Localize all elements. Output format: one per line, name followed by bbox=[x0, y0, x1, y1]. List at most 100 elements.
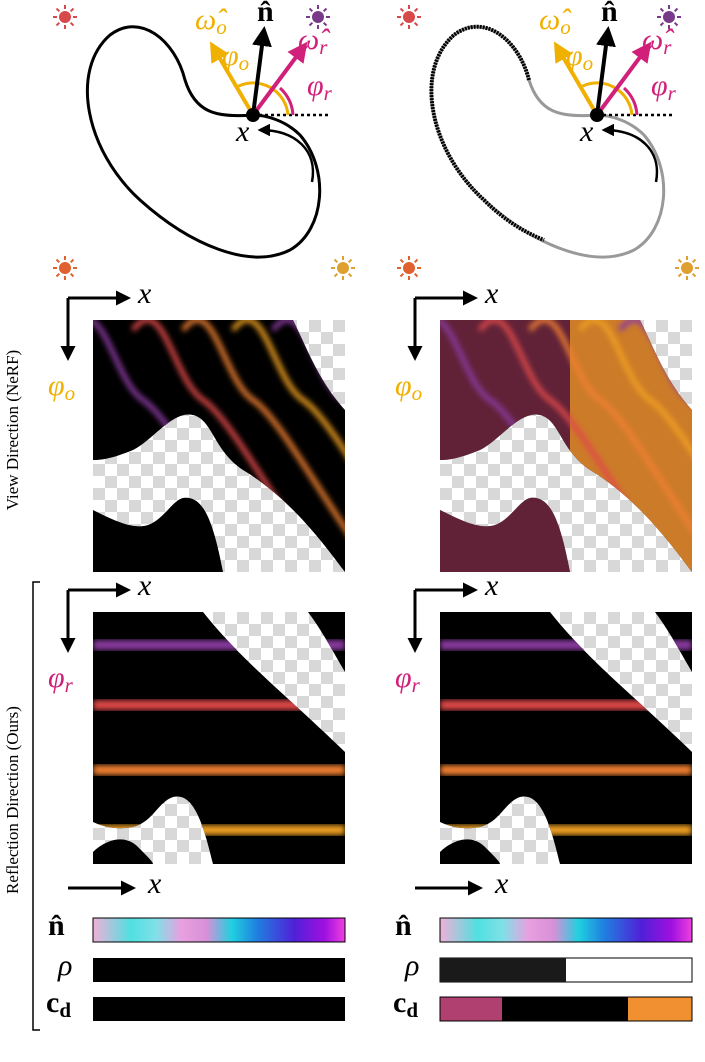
light-ray bbox=[55, 7, 61, 13]
diffuse-segment bbox=[628, 997, 692, 1021]
light-source bbox=[397, 5, 421, 29]
light-ray bbox=[659, 7, 665, 13]
light-ray bbox=[308, 21, 314, 27]
radiance-panel bbox=[440, 320, 692, 572]
omega-o-arrow bbox=[553, 41, 599, 117]
diffuse-segment bbox=[440, 997, 502, 1021]
light-core bbox=[337, 262, 349, 274]
light-ray bbox=[413, 258, 419, 264]
phi-r-arc bbox=[622, 86, 639, 116]
omega-r-arrow bbox=[251, 41, 308, 117]
param-arrow bbox=[257, 123, 315, 183]
roughness-strip bbox=[93, 958, 345, 982]
x-axis-label: x bbox=[484, 569, 499, 602]
light-ray bbox=[691, 258, 697, 264]
specular-streak bbox=[578, 320, 692, 572]
omega-o-label-sub: o bbox=[560, 15, 571, 39]
row-bracket bbox=[32, 581, 40, 1031]
phi-r-label-sub: r bbox=[668, 81, 677, 105]
specular-streak bbox=[93, 640, 345, 650]
y-axis-label-symbol: φ bbox=[395, 369, 412, 402]
surface-curve bbox=[85, 25, 322, 259]
light-ray bbox=[347, 272, 353, 278]
light-core bbox=[681, 262, 693, 274]
specular-streak bbox=[440, 825, 692, 835]
light-ray bbox=[55, 21, 61, 27]
specular-streak bbox=[181, 320, 345, 572]
light-ray bbox=[69, 258, 75, 264]
omega-o-arrow bbox=[209, 41, 255, 117]
param-arrow bbox=[601, 123, 659, 183]
light-core bbox=[403, 262, 415, 274]
phi-o-label: φo bbox=[222, 39, 249, 75]
x-axis-label: x bbox=[484, 277, 499, 310]
row-label: Reflection Direction (Ours) bbox=[3, 706, 22, 894]
light-ray bbox=[399, 258, 405, 264]
y-axis-label-sub: o bbox=[412, 381, 423, 405]
omega-r-label-sub: r bbox=[663, 35, 672, 59]
phi-o-arc bbox=[578, 81, 634, 116]
normal-label: n̂ bbox=[48, 909, 65, 942]
surface-curve-dark bbox=[429, 24, 545, 242]
omega-o-label-sub: o bbox=[216, 15, 227, 39]
normal-label: n̂ bbox=[257, 0, 274, 28]
roughness-dark bbox=[440, 958, 566, 982]
y-axis-label: φr bbox=[48, 661, 74, 697]
streaks bbox=[93, 640, 345, 835]
phi-r-label-symbol: φ bbox=[307, 69, 324, 102]
light-ray bbox=[677, 258, 683, 264]
diffuse-label: cd bbox=[46, 986, 71, 1022]
surface-point bbox=[246, 108, 260, 122]
surface-region bbox=[93, 612, 345, 864]
specular-streak bbox=[528, 320, 692, 572]
light-ray bbox=[322, 7, 328, 13]
specular-streak bbox=[440, 765, 692, 775]
diffuse-label-symbol: c bbox=[393, 986, 406, 1019]
phi-r-label: φr bbox=[651, 69, 677, 105]
light-ray bbox=[673, 21, 679, 27]
row-label: View Direction (NeRF) bbox=[3, 350, 22, 510]
phi-o-label-symbol: φ bbox=[566, 39, 583, 72]
y-axis-label-symbol: φ bbox=[48, 661, 65, 694]
normal-strip bbox=[92, 917, 346, 943]
y-axis-label: φr bbox=[395, 661, 421, 697]
phi-r-label-symbol: φ bbox=[651, 69, 668, 102]
light-ray bbox=[413, 7, 419, 13]
y-axis-label-sub: o bbox=[65, 381, 76, 405]
light-source bbox=[675, 256, 699, 280]
omega-r-arrow bbox=[595, 41, 652, 117]
light-ray bbox=[55, 272, 61, 278]
phi-r-label: φr bbox=[307, 69, 333, 105]
surface-point bbox=[590, 108, 604, 122]
light-source bbox=[331, 256, 355, 280]
light-core bbox=[59, 11, 71, 23]
normal-label: n̂ bbox=[601, 0, 618, 28]
x-axis-label: x bbox=[137, 277, 152, 310]
diffuse-label: cd bbox=[393, 986, 418, 1022]
streaks bbox=[440, 640, 692, 835]
light-ray bbox=[413, 272, 419, 278]
diffuse-label-symbol: c bbox=[46, 986, 59, 1019]
phi-o-label-symbol: φ bbox=[222, 39, 239, 72]
light-core bbox=[663, 11, 675, 23]
light-ray bbox=[677, 272, 683, 278]
light-core bbox=[403, 11, 415, 23]
specular-streak bbox=[440, 640, 692, 650]
specular-streak bbox=[93, 825, 345, 835]
diffuse-label-sub: d bbox=[59, 998, 71, 1022]
light-ray bbox=[69, 272, 75, 278]
light-ray bbox=[69, 21, 75, 27]
radiance-panel bbox=[440, 612, 692, 864]
point-label: x bbox=[235, 115, 250, 148]
omega-o-label: ω̂o bbox=[539, 3, 572, 39]
x-axis-label: x bbox=[494, 867, 509, 900]
radiance-panel bbox=[93, 612, 345, 864]
y-axis-label: φo bbox=[48, 369, 75, 405]
light-ray bbox=[333, 272, 339, 278]
light-source bbox=[53, 256, 77, 280]
surface-curve bbox=[429, 25, 666, 259]
specular-streak bbox=[440, 700, 692, 710]
light-core bbox=[59, 262, 71, 274]
x-axis-label: x bbox=[137, 569, 152, 602]
y-axis-label-symbol: φ bbox=[395, 661, 412, 694]
